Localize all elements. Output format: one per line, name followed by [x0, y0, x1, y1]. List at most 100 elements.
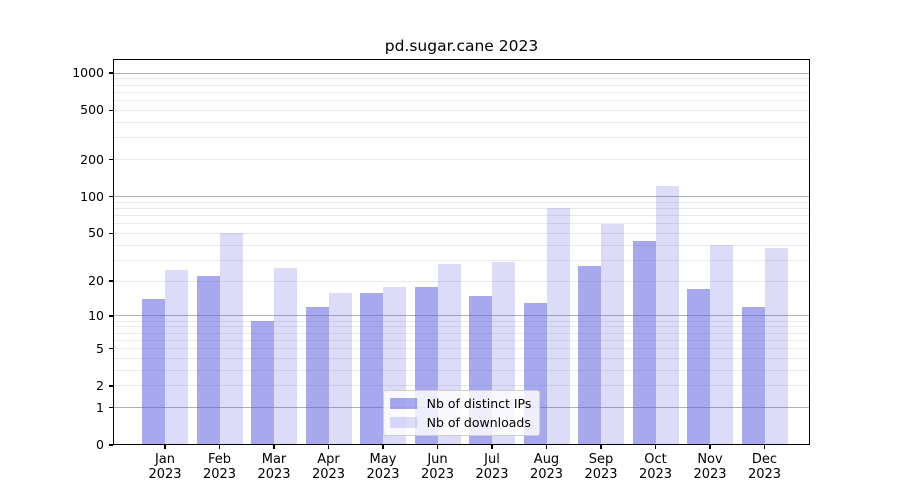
x-tick-label: Apr 2023: [311, 452, 346, 482]
gridline-minor: [113, 357, 810, 359]
gridline-minor: [113, 121, 810, 123]
bar-ips-may: [360, 292, 383, 445]
bar-ips-feb: [196, 276, 220, 445]
gridline-minor: [113, 320, 810, 322]
y-tick-label: 2: [96, 377, 104, 393]
bar-downloads-oct: [655, 185, 679, 445]
bar-ips-dec: [741, 306, 765, 445]
x-tick-mark: [327, 445, 330, 449]
bar-downloads-sep: [601, 223, 624, 445]
y-tick-mark: [109, 444, 113, 446]
gridline-minor: [113, 84, 810, 86]
y-tick-label: 50: [88, 225, 104, 241]
x-tick-mark: [709, 445, 711, 449]
bar-ips-sep: [578, 265, 601, 445]
gridline-major: [113, 72, 810, 74]
gridline-minor: [113, 207, 810, 209]
gridline-minor: [113, 259, 810, 261]
y-tick-mark: [109, 158, 113, 161]
gridline-minor: [113, 348, 810, 350]
gridline-minor: [113, 339, 810, 341]
y-tick-label: 500: [80, 102, 104, 118]
y-tick-mark: [109, 315, 113, 317]
legend: Nb of distinct IPs Nb of downloads: [382, 390, 541, 436]
gridline-minor: [113, 109, 810, 111]
y-tick-mark: [109, 347, 113, 350]
gridline-minor: [113, 91, 810, 93]
x-tick-label: Mar 2023: [257, 452, 291, 482]
gridline-minor: [113, 100, 810, 102]
x-tick-label: Nov 2023: [693, 452, 727, 482]
x-tick-label: Aug 2023: [529, 452, 564, 482]
x-tick-label: Jun 2023: [420, 452, 455, 482]
y-tick-label: 100: [80, 188, 104, 204]
legend-entry-downloads: Nb of downloads: [389, 415, 532, 430]
x-tick-mark: [491, 445, 493, 449]
y-tick-label: 10: [88, 307, 104, 323]
gridline-minor: [113, 326, 810, 328]
bar-downloads-jan: [165, 269, 188, 445]
x-tick-label: Sep 2023: [584, 452, 618, 482]
bar-downloads-mar: [274, 267, 297, 445]
x-tick-mark: [654, 445, 657, 449]
x-tick-mark: [436, 445, 439, 449]
chart-title: pd.sugar.cane 2023: [384, 37, 539, 55]
gridline-minor: [113, 280, 810, 282]
x-tick-mark: [763, 445, 766, 449]
gridline-minor: [113, 137, 810, 139]
y-tick-label: 1000: [72, 65, 104, 81]
gridline-minor: [113, 244, 810, 246]
gridline-major: [113, 315, 810, 317]
x-tick-label: Jan 2023: [148, 452, 182, 482]
gridline-minor: [113, 159, 810, 161]
gridline-minor: [113, 215, 810, 217]
gridline-major: [113, 196, 810, 198]
bar-ips-nov: [687, 289, 710, 445]
bar-downloads-dec: [764, 247, 788, 445]
y-tick-mark: [109, 72, 113, 74]
x-tick-label: May 2023: [366, 452, 400, 482]
x-tick-mark: [218, 445, 221, 449]
y-tick-label: 5: [96, 340, 104, 356]
y-tick-label: 20: [88, 273, 104, 289]
x-tick-label: Dec 2023: [747, 452, 782, 482]
x-tick-mark: [273, 445, 275, 449]
gridline-minor: [113, 369, 810, 371]
gridline-minor: [113, 223, 810, 225]
gridline-minor: [113, 332, 810, 334]
x-tick-label: Oct 2023: [638, 452, 673, 482]
bar-downloads-feb: [219, 233, 243, 445]
bar-downloads-nov: [710, 245, 733, 445]
bar-ips-jan: [142, 299, 165, 445]
gridline-minor: [113, 201, 810, 203]
y-tick-label: 1: [96, 399, 104, 415]
y-tick-label: 200: [80, 151, 104, 167]
legend-label-downloads: Nb of downloads: [426, 415, 531, 430]
y-tick-mark: [109, 109, 113, 112]
legend-entry-distinct-ips: Nb of distinct IPs: [389, 396, 532, 411]
x-tick-mark: [164, 445, 166, 449]
gridline-minor: [113, 78, 810, 80]
bar-ips-oct: [632, 241, 656, 445]
y-tick-mark: [109, 406, 113, 409]
gridline-minor: [113, 385, 810, 387]
bar-downloads-aug: [546, 208, 570, 445]
x-tick-label: Feb 2023: [202, 452, 237, 482]
plot-area: Nb of distinct IPs Nb of downloads: [113, 59, 810, 445]
x-tick-mark: [545, 445, 548, 449]
y-tick-mark: [109, 385, 113, 387]
bar-downloads-apr: [328, 292, 352, 445]
y-tick-mark: [109, 232, 113, 235]
legend-swatch-distinct-ips: [389, 398, 417, 409]
y-tick-mark: [109, 280, 113, 282]
legend-swatch-downloads: [389, 417, 417, 428]
bar-ips-apr: [305, 306, 329, 445]
x-tick-mark: [600, 445, 602, 449]
x-tick-mark: [382, 445, 384, 449]
legend-label-distinct-ips: Nb of distinct IPs: [426, 396, 532, 411]
x-tick-label: Jul 2023: [475, 452, 509, 482]
bar-ips-mar: [251, 321, 274, 445]
gridline-minor: [113, 232, 810, 234]
y-tick-mark: [109, 195, 113, 198]
